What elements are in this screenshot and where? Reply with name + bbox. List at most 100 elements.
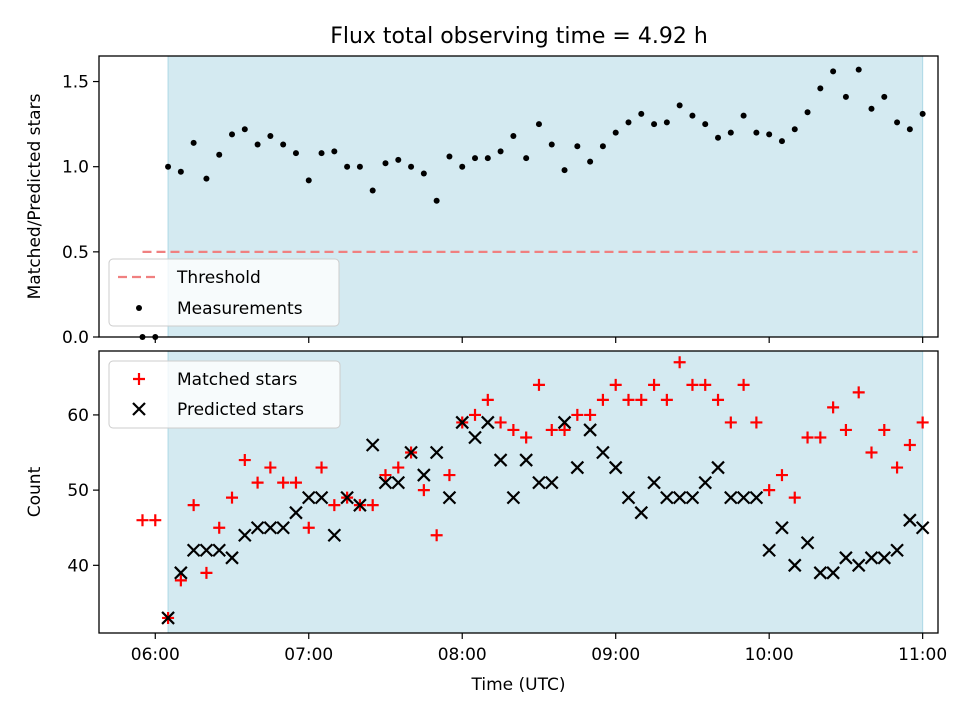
predicted-star-point [826,566,840,580]
measurement-point [868,105,875,112]
measurement-point [292,150,299,157]
measurement-point [472,155,479,162]
measurement-point [753,129,760,136]
measurement-point [599,143,606,150]
matched-star-point [532,378,545,391]
predicted-star-point [736,490,751,505]
predicted-star-point [340,490,354,505]
predicted-star-point [212,543,227,558]
legend-measurement-label: Measurements [177,299,303,319]
matched-star-point [852,386,865,399]
predicted-star-point [813,566,828,580]
matched-star-point [328,499,341,512]
predicted-star-point [289,505,303,520]
top-panel: Threshold Measurements 0.0 0.5 1.0 1.5 Matched… [25,55,939,348]
matched-star-point [226,491,239,504]
measurement-point [894,119,901,126]
predicted-star-point [787,558,802,573]
predicted-star-point [391,475,406,490]
predicted-star-point [544,475,559,490]
predicted-star-point [851,558,866,573]
top-legend: Threshold Measurements [108,258,340,327]
measurement-point [855,66,862,73]
matched-star-point [392,461,405,474]
predicted-star-point [711,460,725,475]
matched-star-point [315,461,328,474]
matched-star-point [558,423,571,436]
measurement-point [446,153,453,160]
legend-matched-swatch [133,373,145,385]
y-tick-label: 1.5 [62,73,89,93]
predicted-star-point [596,445,610,460]
matched-star-point [213,521,226,534]
measurement-point [433,197,440,204]
measurement-point [727,129,734,136]
predicted-star-point [455,415,470,430]
matched-star-point [635,393,648,406]
measurement-point [587,158,594,165]
matched-star-point [737,378,750,391]
predicted-star-point [570,460,585,475]
matched-star-point [622,393,635,406]
predicted-star-point [890,543,904,558]
matched-star-point [520,431,533,444]
predicted-star-point [250,520,265,535]
matched-star-point [264,461,277,474]
measurement-point [638,110,645,117]
legend-matched-label: Matched stars [177,370,297,390]
measurement-point [497,148,504,155]
predicted-star-point [481,415,495,430]
measurement-point [651,121,658,128]
predicted-star-point [468,430,482,445]
matched-star-point [916,416,929,429]
matched-star-point [302,521,315,534]
y-tick-label: 0.0 [62,328,89,348]
legend-predicted-swatch [132,402,146,416]
predicted-star-point [161,611,175,625]
x-tick-label: 11:00 [898,645,947,665]
matched-star-point [174,574,187,587]
measurement-point [715,134,722,141]
matched-star-point [648,378,661,391]
measurement-point [574,143,581,150]
measurement-point [408,163,415,170]
predicted-star-point [327,528,342,543]
y-tick-label: 1.0 [62,158,89,178]
predicted-star-point [775,520,789,535]
measurement-point [791,126,798,133]
matched-star-point [366,499,379,512]
predicted-star-point [762,543,776,558]
predicted-star-point [647,475,661,490]
measurement-point [484,155,491,162]
predicted-star-point [417,468,431,482]
measurement-point [177,168,184,175]
matched-star-point [903,439,916,451]
y-tick-label: 40 [67,556,89,576]
y-tick-label: 60 [67,406,89,426]
matched-star-point [417,484,430,497]
matched-star-point [277,476,290,489]
measurement-point [919,110,926,117]
matched-star-point [699,378,712,391]
matched-star-point [379,469,392,482]
measurement-point [280,141,287,148]
measurement-point [612,129,619,136]
bottom-panel: Matched stars Predicted stars 40 50 60 06:00 0… [25,350,947,695]
predicted-star-point [378,475,393,490]
x-tick-label: 09:00 [591,645,640,665]
matched-star-point [289,476,302,489]
measurement-point [842,93,849,100]
matched-star-point [545,423,558,436]
matched-star-point [430,529,443,542]
predicted-star-point [749,490,764,505]
matched-star-point [443,469,456,482]
matched-star-point [481,393,494,406]
measurement-point [535,121,542,128]
predicted-star-point [404,445,418,460]
predicted-star-point [685,490,700,505]
measurement-point [804,109,811,116]
x-tick-label: 10:00 [745,645,794,665]
predicted-star-point [353,498,367,512]
measurement-point [318,150,325,157]
measurement-point [369,187,376,194]
